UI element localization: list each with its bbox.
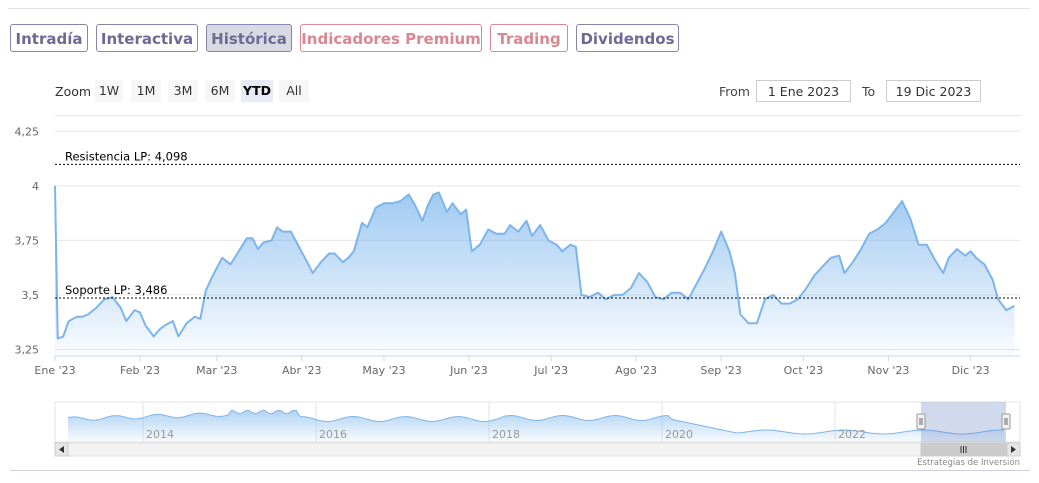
x-tick-label: Ene '23 (34, 364, 75, 377)
price-chart[interactable]: Resistencia LP: 4,098 Soporte LP: 3,486 3… (0, 0, 1039, 400)
y-tick-label: 3,75 (15, 234, 40, 247)
y-tick-label: 4,25 (15, 125, 40, 138)
chart-credit: Estrategias de Inversión (917, 458, 1020, 468)
y-tick-label: 4 (32, 180, 39, 193)
plot-line-label: Resistencia LP: 4,098 (65, 149, 188, 163)
plot-line-label: Soporte LP: 3,486 (65, 283, 167, 297)
x-tick-label: Ago '23 (615, 364, 657, 377)
y-tick-label: 3,25 (15, 343, 40, 356)
x-tick-label: Mar '23 (196, 364, 237, 377)
tab-intradia[interactable]: Intradía (10, 24, 88, 52)
zoom-1w-button[interactable]: 1W (95, 80, 123, 102)
navigator-tick-label: 2018 (492, 428, 520, 441)
tab-historica[interactable]: Histórica (206, 24, 292, 52)
chart-plot-lines: Resistencia LP: 4,098 Soporte LP: 3,486 (55, 149, 1020, 299)
toolbar-divider (55, 115, 1020, 116)
x-axis: Ene '23 Feb '23 Mar '23 Abr '23 May '23 Jun '… (34, 355, 1020, 377)
navigator-left-handle[interactable] (916, 413, 926, 430)
tab-interactiva[interactable]: Interactiva (96, 24, 198, 52)
x-tick-label: May '23 (362, 364, 405, 377)
tab-trading[interactable]: Trading (490, 24, 568, 52)
navigator-right-handle[interactable] (1001, 413, 1011, 430)
to-label: To (862, 84, 876, 99)
x-tick-label: Oct '23 (784, 364, 824, 377)
navigator-tick-label: 2020 (665, 428, 693, 441)
x-tick-label: Abr '23 (282, 364, 322, 377)
navigator-tick-label: 2022 (838, 428, 866, 441)
top-divider (8, 8, 1030, 9)
series-area (55, 185, 1015, 356)
tab-indicadores-premium[interactable]: Indicadores Premium (300, 24, 482, 52)
x-tick-label: Jul '23 (533, 364, 568, 377)
x-tick-label: Nov '23 (867, 364, 909, 377)
zoom-ytd-button[interactable]: YTD (241, 80, 273, 102)
navigator-tick-label: 2014 (146, 428, 174, 441)
navigator-area (68, 410, 1005, 442)
tab-dividendos[interactable]: Dividendos (576, 24, 679, 52)
navigator-tick-label: 2016 (319, 428, 347, 441)
from-label: From (719, 84, 750, 99)
bottom-divider (10, 470, 1030, 471)
y-tick-label: 3,5 (22, 289, 40, 302)
zoom-6m-button[interactable]: 6M (205, 80, 235, 102)
zoom-3m-button[interactable]: 3M (168, 80, 198, 102)
y-axis: 3,25 3,5 3,75 4 4,25 (15, 125, 40, 356)
range-selector: Zoom 1W 1M 3M 6M YTD All From To (0, 80, 1039, 104)
series-line (54, 185, 1015, 340)
zoom-label: Zoom (55, 84, 92, 99)
from-date-input[interactable] (756, 80, 851, 102)
navigator[interactable]: 2014 2016 2018 2020 2022 (0, 400, 1039, 460)
zoom-all-button[interactable]: All (279, 80, 309, 102)
zoom-1m-button[interactable]: 1M (131, 80, 161, 102)
navigator-axis: 2014 2016 2018 2020 2022 (146, 428, 866, 441)
x-tick-label: Sep '23 (701, 364, 742, 377)
x-tick-label: Feb '23 (120, 364, 160, 377)
navigator-line (67, 409, 1004, 435)
to-date-input[interactable] (886, 80, 981, 102)
chart-series (54, 185, 1015, 356)
x-tick-label: Dic '23 (952, 364, 990, 377)
navigator-selection[interactable] (921, 402, 1006, 442)
scrollbar[interactable] (54, 442, 1021, 457)
x-tick-label: Jun '23 (449, 364, 488, 377)
